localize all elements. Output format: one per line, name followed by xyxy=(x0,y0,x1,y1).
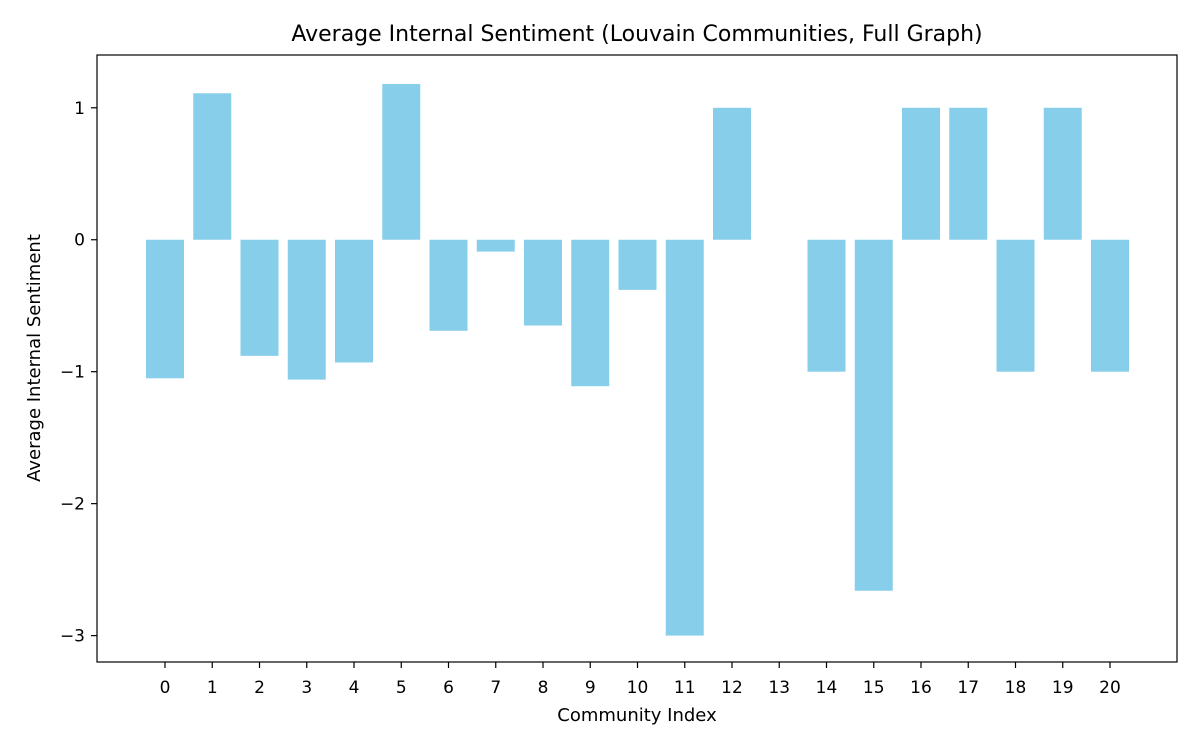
x-tick-label: 7 xyxy=(490,678,501,698)
x-tick-label: 9 xyxy=(585,678,596,698)
y-tick-label: 0 xyxy=(74,231,85,251)
x-tick-label: 17 xyxy=(957,678,979,698)
x-tick-label: 5 xyxy=(396,678,407,698)
x-tick-label: 16 xyxy=(910,678,932,698)
x-tick-label: 0 xyxy=(160,678,171,698)
bar-community-2 xyxy=(240,239,279,356)
bar-community-7 xyxy=(476,239,515,252)
x-tick-label: 10 xyxy=(627,678,649,698)
y-tick-label: −1 xyxy=(60,363,85,383)
bar-community-9 xyxy=(571,239,610,387)
bar-community-19 xyxy=(1043,107,1082,240)
bar-community-18 xyxy=(996,239,1035,372)
x-axis-ticks: 0 1 2 3 4 5 6 7 8 9 10 11 12 13 14 15 16 17 18 19 20 xyxy=(160,662,1121,698)
bar-community-11 xyxy=(665,239,704,636)
y-axis-ticks: 1 0 −1 −2 −3 xyxy=(60,99,97,647)
x-tick-label: 8 xyxy=(538,678,549,698)
bar-community-12 xyxy=(713,107,751,240)
y-tick-label: −3 xyxy=(60,627,85,647)
bar-community-6 xyxy=(429,239,468,331)
x-tick-label: 11 xyxy=(674,678,696,698)
bar-community-10 xyxy=(618,239,657,290)
chart-title: Average Internal Sentiment (Louvain Comm… xyxy=(291,22,982,47)
bar-community-14 xyxy=(807,239,846,372)
x-tick-label: 19 xyxy=(1052,678,1074,698)
y-tick-label: −2 xyxy=(60,495,85,515)
bar-community-16 xyxy=(902,107,940,240)
bar-community-4 xyxy=(335,239,373,363)
x-tick-label: 18 xyxy=(1005,678,1027,698)
bar-community-3 xyxy=(287,239,326,380)
bar-community-5 xyxy=(382,84,421,240)
x-tick-label: 12 xyxy=(721,678,743,698)
y-axis-label: Average Internal Sentiment xyxy=(24,234,45,482)
x-tick-label: 1 xyxy=(207,678,218,698)
x-tick-label: 3 xyxy=(301,678,312,698)
x-tick-label: 15 xyxy=(863,678,885,698)
x-tick-label: 4 xyxy=(349,678,360,698)
x-axis-label: Community Index xyxy=(557,705,717,726)
bar-community-20 xyxy=(1091,239,1129,372)
bar-community-1 xyxy=(193,93,232,240)
bar-community-15 xyxy=(854,239,893,591)
y-tick-label: 1 xyxy=(74,99,85,119)
x-tick-label: 20 xyxy=(1099,678,1121,698)
bar-community-8 xyxy=(524,239,562,326)
x-tick-label: 2 xyxy=(254,678,265,698)
bar-community-17 xyxy=(949,107,988,240)
bar-community-0 xyxy=(146,239,184,379)
x-tick-label: 6 xyxy=(443,678,454,698)
x-tick-label: 14 xyxy=(816,678,838,698)
bars-group xyxy=(146,84,1129,636)
x-tick-label: 13 xyxy=(768,678,790,698)
